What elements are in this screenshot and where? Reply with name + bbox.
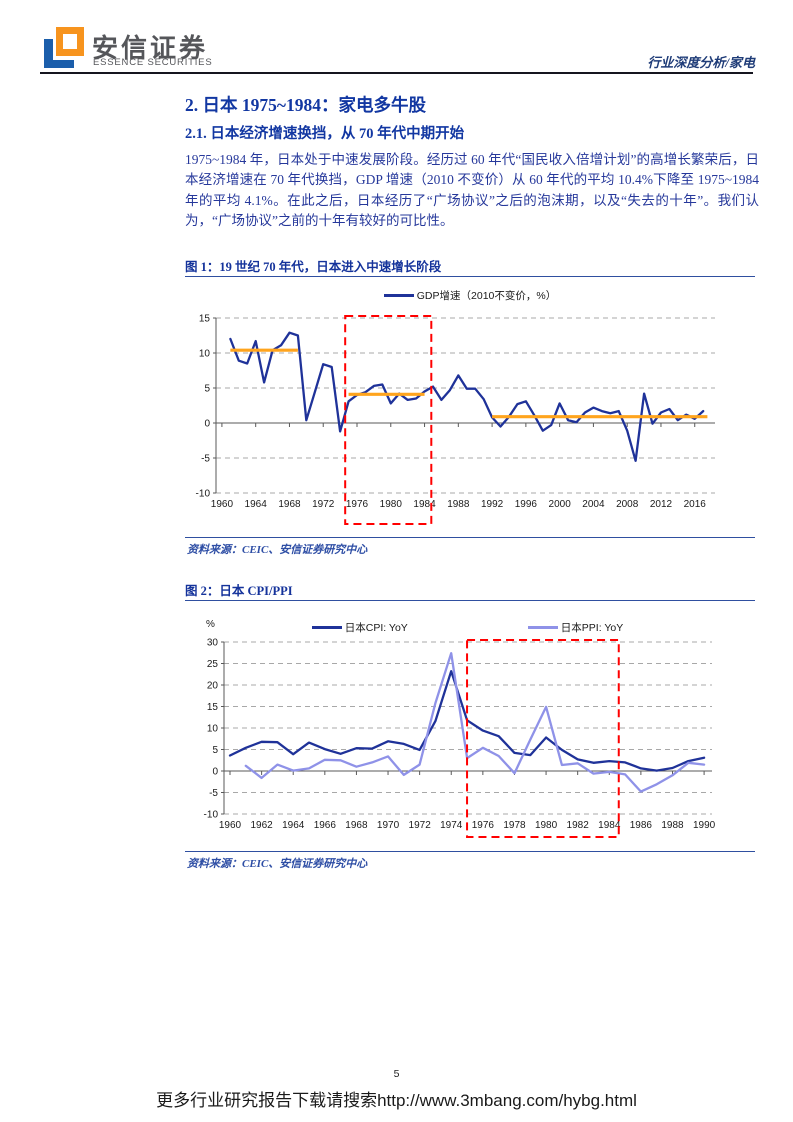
svg-text:1960: 1960: [219, 820, 242, 831]
svg-text:2008: 2008: [616, 499, 639, 510]
figure1-caption: 图 1：19 世纪 70 年代，日本进入中速增长阶段: [185, 260, 442, 274]
ppi-legend-label: 日本PPI: YoY: [560, 622, 624, 634]
svg-text:1976: 1976: [346, 499, 369, 510]
svg-text:-5: -5: [201, 454, 210, 465]
svg-text:1974: 1974: [440, 820, 463, 831]
gdp-chart-legend: GDP增速（2010不变价，%）: [190, 288, 750, 303]
svg-text:1992: 1992: [481, 499, 504, 510]
svg-text:10: 10: [199, 349, 211, 360]
svg-text:1964: 1964: [282, 820, 305, 831]
svg-text:1988: 1988: [661, 820, 684, 831]
svg-text:1970: 1970: [377, 820, 400, 831]
cpi-line-swatch: [311, 626, 342, 629]
svg-text:5: 5: [212, 745, 218, 756]
svg-text:2016: 2016: [684, 499, 707, 510]
figure1-source-note: 资料来源：CEIC、安信证券研究中心: [187, 544, 368, 556]
svg-text:1982: 1982: [567, 820, 590, 831]
svg-text:1968: 1968: [345, 820, 368, 831]
body-paragraph: 1975~1984 年，日本处于中速发展阶段。经历过 60 年代“国民收入倍增计…: [185, 152, 759, 228]
svg-text:15: 15: [199, 314, 211, 325]
svg-text:1972: 1972: [312, 499, 335, 510]
legend-item-cpi: 日本CPI: YoY: [311, 620, 408, 635]
gdp-line-swatch: [383, 294, 414, 297]
svg-text:1988: 1988: [447, 499, 470, 510]
legend-item-ppi: 日本PPI: YoY: [527, 620, 624, 635]
svg-text:1964: 1964: [245, 499, 268, 510]
svg-text:1960: 1960: [211, 499, 234, 510]
svg-text:1984: 1984: [413, 499, 436, 510]
brand-name: 安信证券: [92, 33, 209, 63]
doc-type-label: 行业深度分析/家电: [647, 55, 755, 70]
svg-text:20: 20: [207, 681, 219, 692]
figure2-source-note: 资料来源：CEIC、安信证券研究中心: [187, 858, 368, 870]
svg-text:-10: -10: [196, 489, 211, 500]
footer-download-note: 更多行业研究报告下载请搜索http://www.3mbang.com/hybg.…: [156, 1091, 637, 1110]
svg-text:2004: 2004: [582, 499, 605, 510]
svg-text:30: 30: [207, 638, 219, 649]
svg-text:1980: 1980: [380, 499, 403, 510]
svg-text:10: 10: [207, 724, 219, 735]
figure2-caption: 图 2：日本 CPI/PPI: [185, 584, 293, 598]
subsection-title: 2.1. 日本经济增速换挡，从 70 年代中期开始: [185, 126, 465, 142]
percent-axis-label: %: [206, 619, 215, 630]
svg-text:0: 0: [204, 419, 210, 430]
svg-text:1984: 1984: [598, 820, 621, 831]
section-title: 2. 日本 1975~1984：家电多牛股: [185, 95, 426, 115]
svg-text:1976: 1976: [472, 820, 495, 831]
brand-subtitle: ESSENCE SECURITIES: [93, 57, 213, 68]
gdp-legend-label: GDP增速（2010不变价，%）: [416, 290, 557, 302]
svg-text:1986: 1986: [630, 820, 653, 831]
page-number: 5: [393, 1068, 400, 1080]
cpi-ppi-chart-legend: 日本CPI: YoY 日本PPI: YoY: [195, 620, 740, 635]
legend-item-gdp: GDP增速（2010不变价，%）: [383, 288, 557, 303]
brand-logo-icon: [44, 27, 84, 68]
svg-text:2012: 2012: [650, 499, 673, 510]
svg-text:2000: 2000: [549, 499, 572, 510]
svg-text:1962: 1962: [250, 820, 273, 831]
svg-text:5: 5: [204, 384, 210, 395]
svg-text:1972: 1972: [409, 820, 432, 831]
ppi-line-swatch: [527, 626, 558, 629]
svg-text:-5: -5: [209, 788, 218, 799]
svg-text:1968: 1968: [278, 499, 301, 510]
svg-text:-10: -10: [204, 810, 219, 821]
svg-text:0: 0: [212, 767, 218, 778]
header-rule: [40, 72, 753, 74]
svg-text:1980: 1980: [535, 820, 558, 831]
cpi-legend-label: 日本CPI: YoY: [344, 622, 408, 634]
svg-text:1990: 1990: [693, 820, 716, 831]
figure1-caption-rule: [185, 276, 755, 277]
svg-text:1966: 1966: [314, 820, 337, 831]
source1-rule: [185, 537, 755, 538]
svg-text:1996: 1996: [515, 499, 538, 510]
svg-text:25: 25: [207, 659, 219, 670]
source2-rule: [185, 851, 755, 852]
figure2-caption-rule: [185, 600, 755, 601]
svg-text:1978: 1978: [503, 820, 526, 831]
svg-text:15: 15: [207, 702, 219, 713]
